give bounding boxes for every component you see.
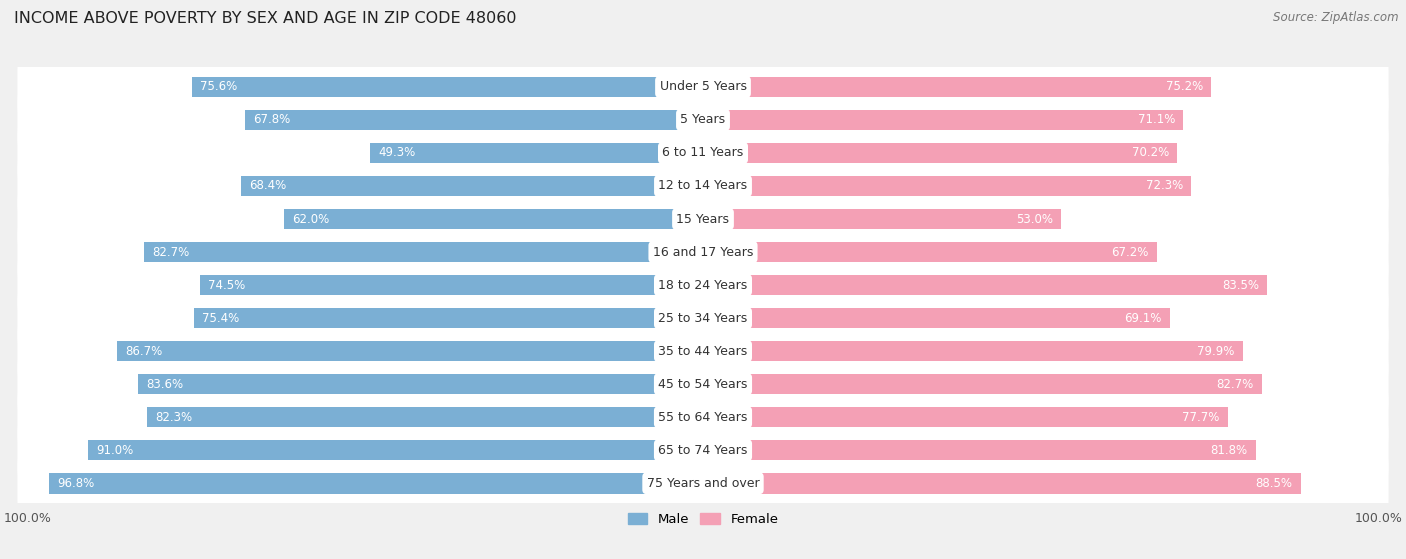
Text: 65 to 74 Years: 65 to 74 Years bbox=[658, 444, 748, 457]
Text: 6 to 11 Years: 6 to 11 Years bbox=[662, 146, 744, 159]
Text: 82.7%: 82.7% bbox=[152, 245, 190, 259]
FancyBboxPatch shape bbox=[17, 88, 1389, 151]
Text: 82.7%: 82.7% bbox=[1216, 378, 1254, 391]
Bar bbox=[703, 308, 1170, 328]
Bar bbox=[193, 77, 703, 97]
Text: 75.2%: 75.2% bbox=[1166, 80, 1202, 93]
Bar bbox=[240, 176, 703, 196]
FancyBboxPatch shape bbox=[17, 286, 1389, 350]
Text: 67.2%: 67.2% bbox=[1111, 245, 1149, 259]
Bar bbox=[703, 242, 1157, 262]
Text: Source: ZipAtlas.com: Source: ZipAtlas.com bbox=[1274, 11, 1399, 24]
Bar bbox=[200, 275, 703, 295]
Text: 88.5%: 88.5% bbox=[1256, 477, 1292, 490]
FancyBboxPatch shape bbox=[17, 220, 1389, 284]
Text: 45 to 54 Years: 45 to 54 Years bbox=[658, 378, 748, 391]
FancyBboxPatch shape bbox=[17, 154, 1389, 217]
Text: 82.3%: 82.3% bbox=[155, 411, 193, 424]
FancyBboxPatch shape bbox=[17, 319, 1389, 383]
Text: 86.7%: 86.7% bbox=[125, 345, 163, 358]
Text: 75.4%: 75.4% bbox=[202, 311, 239, 325]
Bar bbox=[145, 242, 703, 262]
Text: Under 5 Years: Under 5 Years bbox=[659, 80, 747, 93]
Bar bbox=[703, 176, 1191, 196]
FancyBboxPatch shape bbox=[17, 386, 1389, 449]
Bar bbox=[284, 209, 703, 229]
FancyBboxPatch shape bbox=[17, 253, 1389, 317]
Text: 25 to 34 Years: 25 to 34 Years bbox=[658, 311, 748, 325]
Bar bbox=[703, 341, 1243, 361]
Bar bbox=[703, 407, 1227, 428]
Bar bbox=[703, 77, 1211, 97]
Bar bbox=[89, 440, 703, 461]
Text: 69.1%: 69.1% bbox=[1125, 311, 1161, 325]
FancyBboxPatch shape bbox=[17, 187, 1389, 251]
Text: 71.1%: 71.1% bbox=[1137, 113, 1175, 126]
Text: 16 and 17 Years: 16 and 17 Years bbox=[652, 245, 754, 259]
Text: 5 Years: 5 Years bbox=[681, 113, 725, 126]
Bar bbox=[148, 407, 703, 428]
Text: 70.2%: 70.2% bbox=[1132, 146, 1168, 159]
Bar bbox=[703, 110, 1184, 130]
Text: 15 Years: 15 Years bbox=[676, 212, 730, 225]
Bar bbox=[138, 374, 703, 395]
Text: 53.0%: 53.0% bbox=[1017, 212, 1053, 225]
Text: 62.0%: 62.0% bbox=[292, 212, 329, 225]
Text: 79.9%: 79.9% bbox=[1197, 345, 1234, 358]
Bar bbox=[245, 110, 703, 130]
Text: 75 Years and over: 75 Years and over bbox=[647, 477, 759, 490]
Text: 18 to 24 Years: 18 to 24 Years bbox=[658, 278, 748, 292]
Text: 72.3%: 72.3% bbox=[1146, 179, 1184, 192]
Text: 81.8%: 81.8% bbox=[1211, 444, 1247, 457]
Bar bbox=[703, 473, 1301, 494]
Bar bbox=[49, 473, 703, 494]
Bar bbox=[370, 143, 703, 163]
FancyBboxPatch shape bbox=[17, 353, 1389, 416]
Bar bbox=[703, 440, 1256, 461]
Text: 75.6%: 75.6% bbox=[201, 80, 238, 93]
Text: INCOME ABOVE POVERTY BY SEX AND AGE IN ZIP CODE 48060: INCOME ABOVE POVERTY BY SEX AND AGE IN Z… bbox=[14, 11, 516, 26]
FancyBboxPatch shape bbox=[17, 452, 1389, 515]
FancyBboxPatch shape bbox=[17, 419, 1389, 482]
Text: 77.7%: 77.7% bbox=[1182, 411, 1219, 424]
Bar bbox=[194, 308, 703, 328]
Text: 96.8%: 96.8% bbox=[58, 477, 94, 490]
Text: 55 to 64 Years: 55 to 64 Years bbox=[658, 411, 748, 424]
Text: 83.5%: 83.5% bbox=[1222, 278, 1258, 292]
Text: 67.8%: 67.8% bbox=[253, 113, 291, 126]
FancyBboxPatch shape bbox=[17, 121, 1389, 184]
Bar bbox=[703, 374, 1261, 395]
FancyBboxPatch shape bbox=[17, 55, 1389, 119]
Text: 91.0%: 91.0% bbox=[97, 444, 134, 457]
Bar bbox=[117, 341, 703, 361]
Text: 68.4%: 68.4% bbox=[249, 179, 287, 192]
Bar bbox=[703, 209, 1062, 229]
Bar bbox=[703, 275, 1267, 295]
Text: 83.6%: 83.6% bbox=[146, 378, 184, 391]
Text: 49.3%: 49.3% bbox=[378, 146, 415, 159]
Legend: Male, Female: Male, Female bbox=[623, 508, 783, 532]
Bar bbox=[703, 143, 1177, 163]
Text: 12 to 14 Years: 12 to 14 Years bbox=[658, 179, 748, 192]
Text: 35 to 44 Years: 35 to 44 Years bbox=[658, 345, 748, 358]
Text: 74.5%: 74.5% bbox=[208, 278, 245, 292]
